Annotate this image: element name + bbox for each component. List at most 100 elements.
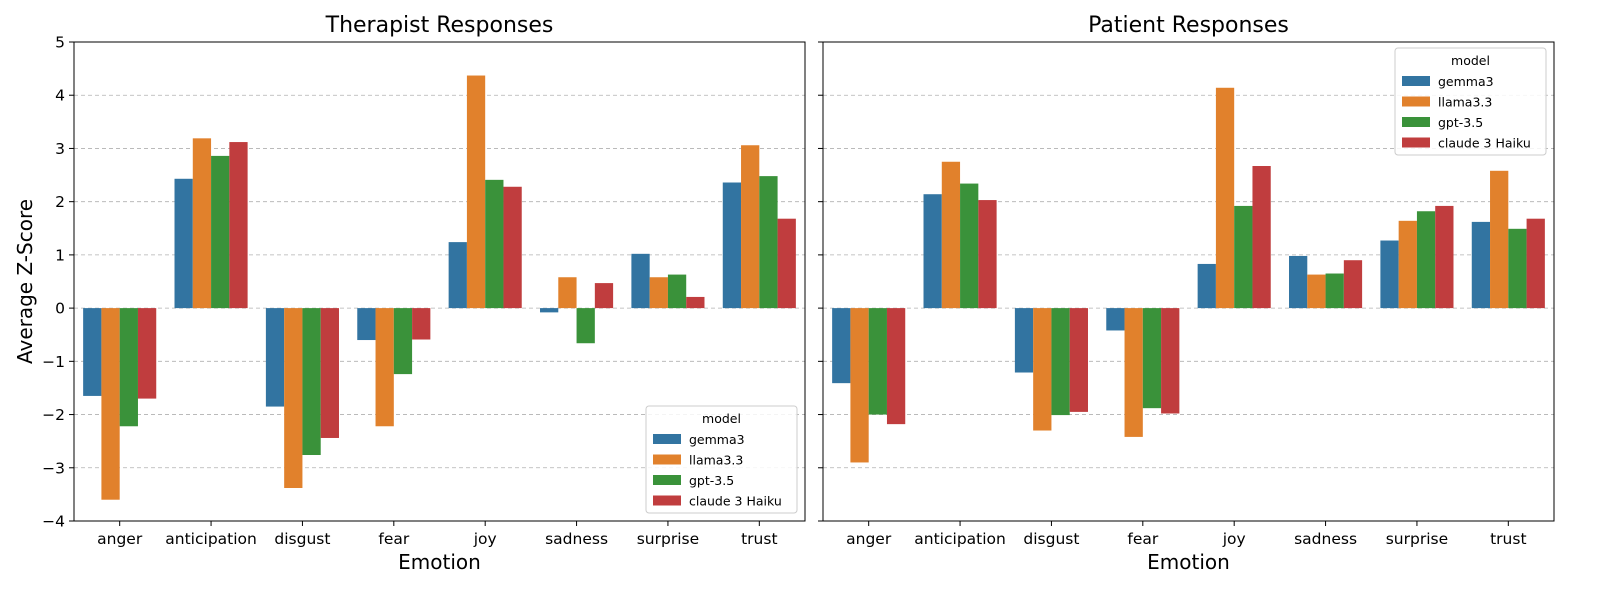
legend-label: claude 3 Haiku <box>689 494 782 509</box>
bar-trust-1 <box>741 145 760 309</box>
bar-disgust-0 <box>265 308 285 407</box>
chart-title: Patient Responses <box>1088 13 1289 38</box>
bar-anticipation-0 <box>923 194 942 309</box>
y-tick-label: −4 <box>42 513 65 531</box>
x-tick-label: sadness <box>545 530 608 548</box>
bar-anger-2 <box>868 308 887 415</box>
bar-anger-3 <box>886 308 906 425</box>
bar-anticipation-2 <box>211 155 230 309</box>
x-tick-label: anger <box>97 530 143 548</box>
bar-surprise-0 <box>631 253 650 309</box>
legend-swatch <box>653 434 681 444</box>
y-tick-label: 0 <box>55 300 65 318</box>
bar-sadness-1 <box>1307 274 1326 309</box>
legend-swatch <box>1402 117 1430 127</box>
bar-trust-3 <box>777 218 796 309</box>
bar-anticipation-3 <box>229 142 248 309</box>
bar-surprise-3 <box>1435 205 1454 309</box>
bar-sadness-2 <box>1325 273 1344 309</box>
bar-anger-0 <box>83 308 102 396</box>
bar-fear-3 <box>412 308 431 340</box>
x-tick-label: fear <box>1127 530 1158 548</box>
bar-surprise-1 <box>1398 220 1417 309</box>
bar-fear-2 <box>1142 308 1162 409</box>
bar-fear-1 <box>375 308 394 427</box>
x-tick-label: surprise <box>1386 530 1448 548</box>
legend: model gemma3 llama3.3 gpt-3.5 claude 3 Haiku <box>645 405 798 514</box>
bar-fear-0 <box>1106 308 1125 331</box>
bar-joy-2 <box>1234 205 1253 309</box>
bar-anger-1 <box>101 308 120 500</box>
bar-trust-2 <box>759 176 778 309</box>
bar-sadness-2 <box>576 308 595 344</box>
y-tick-label: 4 <box>55 87 65 105</box>
bar-joy-1 <box>1215 87 1235 309</box>
bar-joy-0 <box>1197 263 1216 309</box>
plot-frame <box>73 41 806 522</box>
y-tick-label: −1 <box>42 353 65 371</box>
x-axis-label: Emotion <box>1147 550 1230 574</box>
legend-box <box>645 405 798 514</box>
bar-anger-3 <box>137 308 157 399</box>
chart-title: Therapist Responses <box>325 13 554 38</box>
legend-label: gpt-3.5 <box>1438 115 1483 130</box>
legend-title: model <box>702 411 741 426</box>
legend-swatch <box>1402 137 1430 148</box>
bar-disgust-1 <box>284 308 303 489</box>
x-tick-label: trust <box>741 530 777 548</box>
bar-anticipation-2 <box>960 183 979 309</box>
panel-therapist: −4 −3 −2 −1 0 1 2 3 4 5 anger anticipation disgust fe… <box>42 13 806 574</box>
legend-swatch <box>653 454 681 465</box>
bar-disgust-2 <box>1051 308 1070 416</box>
bar-sadness-0 <box>1289 255 1308 309</box>
x-axis-label: Emotion <box>398 550 481 574</box>
bar-sadness-3 <box>1343 260 1363 309</box>
legend-swatch <box>1402 96 1430 107</box>
y-tick-label: 5 <box>55 34 65 52</box>
bar-joy-1 <box>466 75 486 309</box>
legend-label: gemma3 <box>1438 74 1494 89</box>
legend-box <box>1394 47 1547 156</box>
bar-fear-2 <box>393 308 413 375</box>
bar-disgust-1 <box>1033 308 1052 431</box>
legend-label: gpt-3.5 <box>689 473 734 488</box>
plot-frame <box>822 41 1555 522</box>
y-axis-label: Average Z-Score <box>13 199 37 364</box>
legend-swatch <box>653 495 681 506</box>
y-tick-label: 3 <box>55 140 65 158</box>
bar-disgust-0 <box>1014 308 1034 373</box>
x-tick-label: joy <box>473 530 497 548</box>
legend-swatch <box>1402 76 1430 86</box>
bar-surprise-0 <box>1380 240 1399 309</box>
legend-label: gemma3 <box>689 432 745 447</box>
legend-swatch <box>653 475 681 485</box>
legend: model gemma3 llama3.3 gpt-3.5 claude 3 Haiku <box>1394 47 1547 156</box>
bar-anticipation-0 <box>174 178 193 309</box>
bar-trust-2 <box>1508 228 1527 309</box>
y-tick-label: 1 <box>55 246 65 264</box>
bar-trust-0 <box>1471 221 1491 309</box>
y-tick-label: 2 <box>55 193 65 211</box>
bar-trust-1 <box>1490 170 1509 309</box>
x-tick-label: anger <box>846 530 892 548</box>
bar-trust-0 <box>722 182 742 309</box>
panel-patient: anger anticipation disgust fear joy sadness su… <box>818 13 1555 574</box>
bar-surprise-2 <box>1416 211 1436 309</box>
bar-disgust-3 <box>1069 308 1088 412</box>
bar-sadness-1 <box>558 277 577 309</box>
x-tick-label: sadness <box>1294 530 1357 548</box>
legend-label: llama3.3 <box>689 453 743 468</box>
bar-anger-1 <box>850 308 869 463</box>
x-tick-label: trust <box>1490 530 1526 548</box>
legend-label: claude 3 Haiku <box>1438 136 1531 151</box>
bar-surprise-1 <box>649 277 668 309</box>
bar-anger-0 <box>832 308 851 384</box>
bar-disgust-3 <box>320 308 339 438</box>
x-tick-label: anticipation <box>165 530 257 548</box>
bar-anticipation-1 <box>941 161 961 309</box>
x-tick-label: anticipation <box>914 530 1006 548</box>
bar-anticipation-1 <box>192 138 212 309</box>
bar-trust-3 <box>1526 218 1545 309</box>
bar-fear-3 <box>1161 308 1180 414</box>
